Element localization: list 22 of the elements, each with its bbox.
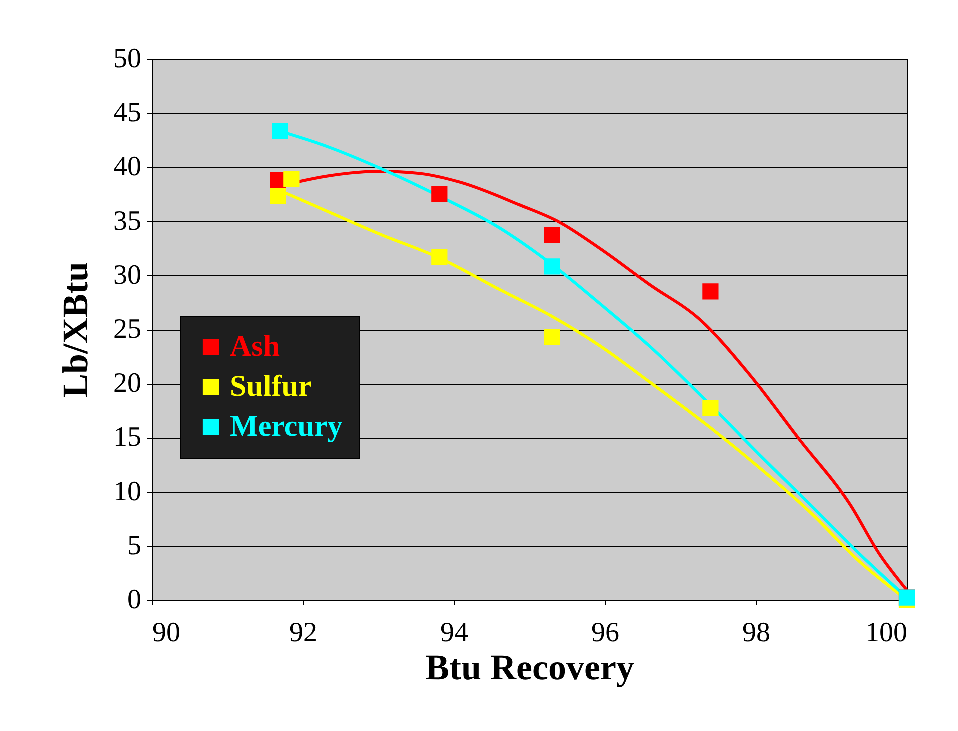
x-tick-label: 90 xyxy=(152,618,180,648)
y-axis-title: Lb/XBtu xyxy=(56,262,96,398)
x-tick-label: 96 xyxy=(592,618,620,648)
y-tick-label: 20 xyxy=(114,368,142,400)
y-tick-label: 50 xyxy=(114,44,142,74)
x-axis-title: Btu Recovery xyxy=(426,648,634,688)
x-tick-label: 100 xyxy=(866,618,908,648)
y-tick-label: 35 xyxy=(114,206,142,237)
y-tick-label: 25 xyxy=(114,314,142,345)
y-tick-label: 30 xyxy=(114,260,142,291)
y-tick-label: 45 xyxy=(114,98,142,129)
y-tick-label: 0 xyxy=(128,584,142,616)
legend-label: Mercury xyxy=(230,410,343,443)
y-tick-label: 10 xyxy=(114,476,142,508)
x-tick-label: 92 xyxy=(290,618,318,648)
y-tick-label: 40 xyxy=(114,152,142,183)
x-tick-label: 98 xyxy=(742,618,770,648)
y-tick-label: 15 xyxy=(114,422,142,454)
legend-label: Sulfur xyxy=(230,370,312,403)
x-tick-label: 94 xyxy=(440,618,468,648)
y-tick-label: 5 xyxy=(128,530,142,562)
legend-label: Ash xyxy=(230,330,280,363)
